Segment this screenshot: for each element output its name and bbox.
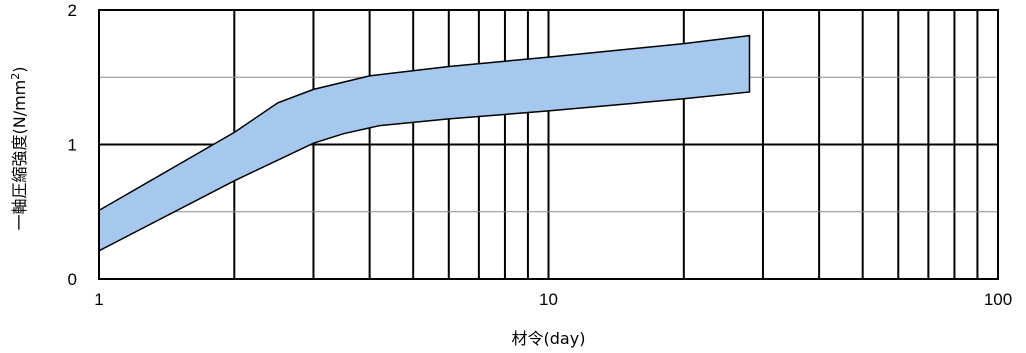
y-tick-label: 2: [68, 1, 77, 20]
y-tick-label: 0: [68, 270, 77, 289]
y-axis-label-superscript: 2: [9, 73, 22, 80]
y-axis-label-tail: ): [10, 66, 29, 72]
y-tick-label: 1: [68, 136, 77, 155]
plot-frame: [98, 9, 999, 280]
x-tick-label: 10: [539, 290, 558, 309]
x-tick-label: 1: [94, 290, 103, 309]
y-axis-label-main: 一軸圧縮強度(N/mm: [10, 80, 29, 231]
strength-band: [98, 34, 751, 253]
y-axis-label: 一軸圧縮強度(N/mm2): [9, 66, 29, 230]
x-tick-label: 100: [984, 290, 1012, 309]
x-axis-label: 材令(day): [512, 329, 586, 348]
